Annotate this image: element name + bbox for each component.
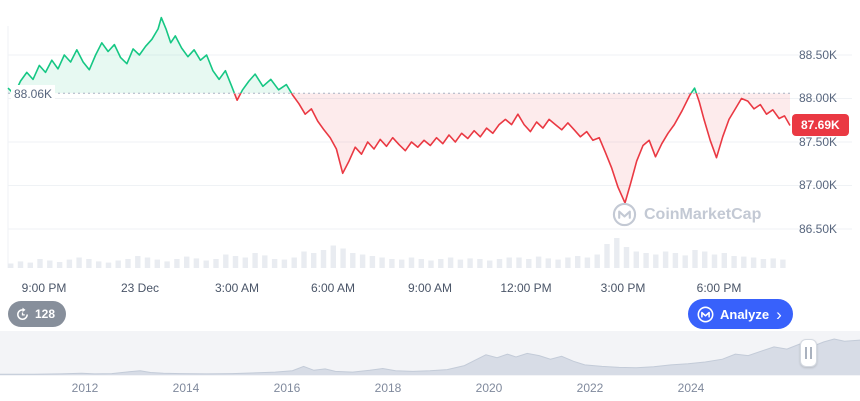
price-axis-tick: 88.50K xyxy=(799,48,838,62)
timeline-year: 2018 xyxy=(374,381,402,395)
time-axis-tick: 6:00 AM xyxy=(310,281,356,295)
coinmarketcap-logo-icon xyxy=(697,306,714,322)
current-price-badge: 87.69K xyxy=(792,114,849,136)
history-count-badge[interactable]: 128 xyxy=(8,301,67,327)
handle-grip xyxy=(810,347,812,359)
price-axis-tick: 88.00K xyxy=(799,91,838,105)
timeline-range-handle[interactable] xyxy=(800,339,817,367)
timeline-year: 2014 xyxy=(172,381,200,395)
coinmarketcap-logo-icon xyxy=(612,202,637,227)
open-price-label: 88.06K xyxy=(11,85,56,103)
analyze-button[interactable]: Analyze › xyxy=(688,299,793,329)
timeline-year: 2020 xyxy=(475,381,503,395)
time-axis-tick: 23 Dec xyxy=(120,281,160,295)
watermark: CoinMarketCap xyxy=(612,202,761,227)
timeline-year: 2016 xyxy=(273,381,301,395)
timeline-chart-svg[interactable] xyxy=(0,331,860,376)
timeline-year: 2024 xyxy=(677,381,705,395)
price-axis-tick: 87.00K xyxy=(799,178,838,192)
main-chart-svg[interactable] xyxy=(0,0,860,278)
timeline-track[interactable] xyxy=(0,331,860,376)
watermark-text: CoinMarketCap xyxy=(644,205,762,223)
chevron-right-icon: › xyxy=(776,304,782,324)
price-axis-tick: 86.50K xyxy=(799,222,838,236)
timeline-year: 2022 xyxy=(576,381,604,395)
history-count-label: 128 xyxy=(35,307,56,321)
time-axis-tick: 9:00 AM xyxy=(407,281,453,295)
analyze-label: Analyze xyxy=(720,306,770,322)
history-icon xyxy=(17,307,28,320)
timeline-year: 2012 xyxy=(71,381,99,395)
time-axis-tick: 9:00 PM xyxy=(21,281,67,295)
time-axis-tick: 3:00 PM xyxy=(600,281,646,295)
price-axis-tick: 87.50K xyxy=(799,135,838,149)
time-axis-tick: 6:00 PM xyxy=(696,281,742,295)
time-axis-tick: 3:00 AM xyxy=(214,281,260,295)
time-axis-tick: 12:00 PM xyxy=(500,281,552,295)
handle-grip xyxy=(805,347,807,359)
